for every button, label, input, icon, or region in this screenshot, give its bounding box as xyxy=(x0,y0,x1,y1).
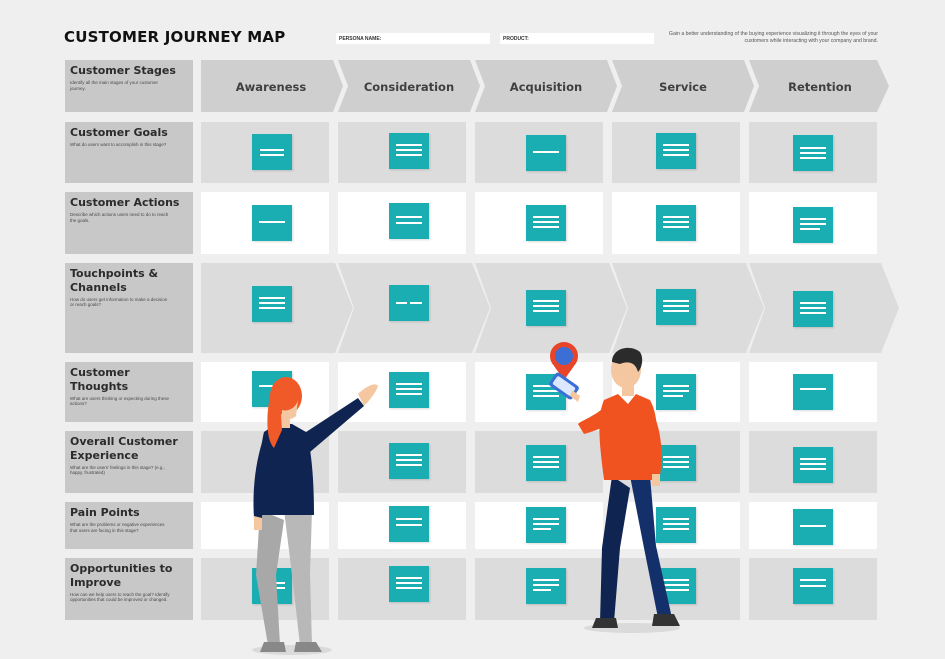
sticky-note[interactable] xyxy=(526,205,566,241)
sticky-note[interactable] xyxy=(793,291,833,327)
row-title: Overall Customer Experience xyxy=(70,435,178,462)
sticky-note[interactable] xyxy=(389,506,429,542)
sticky-note[interactable] xyxy=(389,285,429,321)
row-title: Touchpoints & Channels xyxy=(70,267,159,294)
map-description: Gain a better understanding of the buyin… xyxy=(668,31,878,45)
row-subtitle: What are the users' feelings in this sta… xyxy=(70,464,165,476)
stage-label-acquisition: Acquisition xyxy=(509,80,583,94)
product-field[interactable]: PRODUCT: xyxy=(500,33,654,44)
row-title: Customer Goals xyxy=(70,126,168,139)
sticky-note[interactable] xyxy=(389,372,429,408)
row-title: Opportunities to Improve xyxy=(70,562,173,589)
row-subtitle: How can we help users to reach the goal?… xyxy=(70,591,170,603)
sticky-note[interactable] xyxy=(656,374,696,410)
sticky-note[interactable] xyxy=(252,134,292,170)
row-label-overall-experience: Overall Customer Experience What are the… xyxy=(65,431,193,493)
sticky-note[interactable] xyxy=(389,203,429,239)
sticky-note[interactable] xyxy=(526,568,566,604)
man-illustration xyxy=(549,342,680,633)
row-subtitle: What are users thinking or expecting dur… xyxy=(70,395,170,407)
stage-label-retention: Retention xyxy=(788,80,852,94)
stage-chevron-awareness xyxy=(201,60,343,112)
location-pin-icon xyxy=(550,342,578,380)
sticky-note[interactable] xyxy=(793,509,833,545)
sticky-note[interactable] xyxy=(793,207,833,243)
row-title: Customer Stages xyxy=(70,64,176,77)
stage-chevron-acquisition xyxy=(475,60,617,112)
sticky-note[interactable] xyxy=(526,135,566,171)
row-title: Pain Points xyxy=(70,506,140,519)
woman-illustration xyxy=(252,377,378,655)
row-title: Customer Actions xyxy=(70,196,180,209)
stage-chevron-retention xyxy=(749,60,889,112)
persona-name-field[interactable]: PERSONA NAME: xyxy=(336,33,490,44)
sticky-note[interactable] xyxy=(793,374,833,410)
sticky-note[interactable] xyxy=(656,445,696,481)
sticky-note[interactable] xyxy=(793,135,833,171)
row-label-touchpoints: Touchpoints & Channels How do users get … xyxy=(65,263,193,353)
sticky-note[interactable] xyxy=(389,443,429,479)
sticky-note[interactable] xyxy=(793,447,833,483)
row-label-pain-points: Pain Points What are the problems or neg… xyxy=(65,502,193,549)
sticky-note[interactable] xyxy=(526,290,566,326)
stage-label-service: Service xyxy=(659,80,707,94)
row-label-customer-stages: Customer Stages Identify all the main st… xyxy=(65,60,193,112)
sticky-note[interactable] xyxy=(656,133,696,169)
row-subtitle: What do users want to accomplish in this… xyxy=(70,141,167,147)
row-title: Customer Thoughts xyxy=(70,366,130,393)
sticky-note[interactable] xyxy=(252,205,292,241)
stage-chevron-service xyxy=(612,60,754,112)
row-label-customer-goals: Customer Goals What do users want to acc… xyxy=(65,122,193,183)
row-subtitle: How do users get information to make a d… xyxy=(70,296,168,308)
page-title: CUSTOMER JOURNEY MAP xyxy=(64,28,286,46)
persona-name-label: PERSONA NAME: xyxy=(339,36,382,42)
sticky-note[interactable] xyxy=(656,507,696,543)
row-label-customer-thoughts: Customer Thoughts What are users thinkin… xyxy=(65,362,193,422)
sticky-note[interactable] xyxy=(389,566,429,602)
stage-chevron-consideration xyxy=(338,60,480,112)
sticky-note[interactable] xyxy=(526,445,566,481)
sticky-note[interactable] xyxy=(656,205,696,241)
row-subtitle: Identify all the main stages of your cus… xyxy=(70,79,159,91)
sticky-note[interactable] xyxy=(252,286,292,322)
row-label-opportunities: Opportunities to Improve How can we help… xyxy=(65,558,193,620)
row-label-customer-actions: Customer Actions Describe which actions … xyxy=(65,192,193,254)
product-label: PRODUCT: xyxy=(503,36,529,42)
sticky-note[interactable] xyxy=(656,289,696,325)
sticky-note[interactable] xyxy=(793,568,833,604)
row-subtitle: Describe which actions users need to do … xyxy=(70,211,169,223)
stage-label-consideration: Consideration xyxy=(363,80,455,94)
sticky-note[interactable] xyxy=(389,133,429,169)
sticky-note[interactable] xyxy=(526,507,566,543)
stage-label-awareness: Awareness xyxy=(235,80,307,94)
row-subtitle: What are the problems or negative experi… xyxy=(70,521,165,533)
